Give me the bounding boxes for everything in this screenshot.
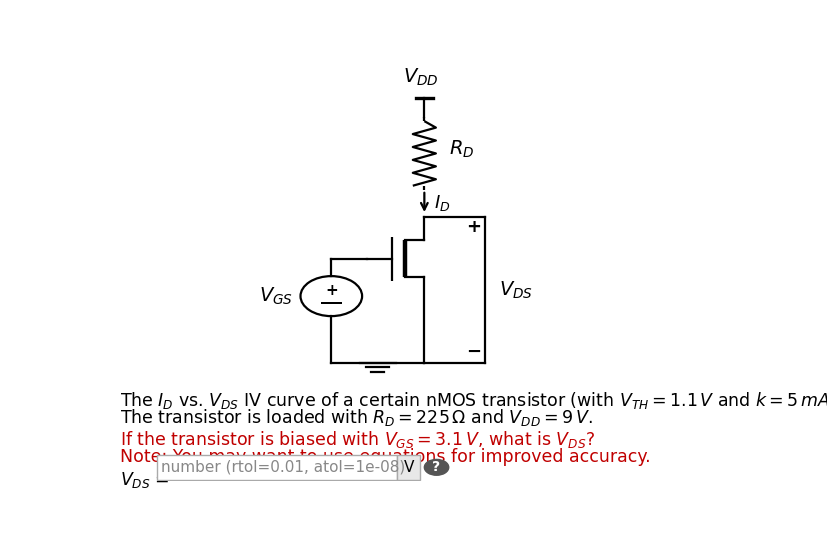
Text: $I_D$: $I_D$	[433, 194, 450, 214]
Text: If the transistor is biased with $V_{GS} = 3.1\,V$, what is $V_{DS}$?: If the transistor is biased with $V_{GS}…	[119, 429, 594, 450]
Circle shape	[424, 459, 448, 475]
Text: −: −	[466, 344, 480, 361]
Text: The $I_D$ vs. $V_{DS}$ IV curve of a certain nMOS transistor (with $V_{TH} = 1.1: The $I_D$ vs. $V_{DS}$ IV curve of a cer…	[119, 389, 827, 412]
FancyBboxPatch shape	[156, 455, 397, 480]
Text: +: +	[324, 283, 337, 298]
Text: ?: ?	[432, 460, 440, 474]
Text: $V_{DS}$ =: $V_{DS}$ =	[119, 470, 169, 490]
Text: +: +	[466, 219, 480, 236]
Text: $V_{DS}$: $V_{DS}$	[499, 279, 533, 300]
Text: The transistor is loaded with $R_D = 225\,\Omega$ and $V_{DD} = 9\,V$.: The transistor is loaded with $R_D = 225…	[119, 407, 591, 428]
Text: V: V	[404, 460, 414, 475]
Text: Note: You may want to use equations for improved accuracy.: Note: You may want to use equations for …	[119, 448, 649, 466]
Text: $V_{DD}$: $V_{DD}$	[403, 67, 438, 88]
Text: $V_{GS}$: $V_{GS}$	[258, 286, 293, 307]
Text: $R_D$: $R_D$	[448, 138, 474, 160]
FancyBboxPatch shape	[397, 455, 420, 480]
Text: number (rtol=0.01, atol=1e-08): number (rtol=0.01, atol=1e-08)	[160, 460, 404, 475]
